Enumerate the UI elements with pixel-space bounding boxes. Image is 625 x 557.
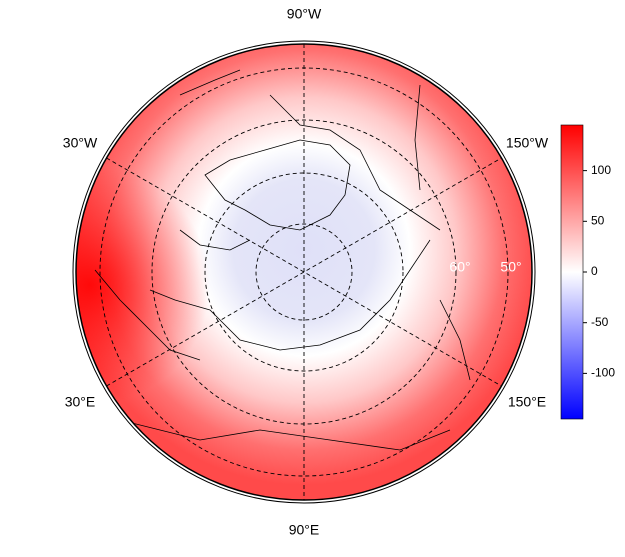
colorbar-tick-label: 100 — [591, 163, 611, 177]
map-border — [75, 43, 533, 501]
colorbar-tick-label: -50 — [591, 315, 609, 329]
field — [76, 44, 532, 500]
longitude-label: 90°W — [287, 6, 322, 22]
longitude-label: 150°W — [506, 135, 549, 151]
map-border — [72, 40, 536, 504]
colorbar — [560, 124, 584, 420]
longitude-label: 30°W — [63, 135, 98, 151]
latitude-label: 50° — [500, 259, 521, 275]
colorbar-tick-label: -100 — [591, 366, 615, 380]
longitude-label: 150°E — [508, 394, 546, 410]
colorbar-tick-label: 0 — [591, 264, 598, 278]
colorbar-tick-label: 50 — [591, 213, 605, 227]
longitude-label: 90°E — [289, 522, 320, 538]
latitude-label: 60° — [449, 259, 470, 275]
longitude-label: 30°E — [65, 394, 96, 410]
